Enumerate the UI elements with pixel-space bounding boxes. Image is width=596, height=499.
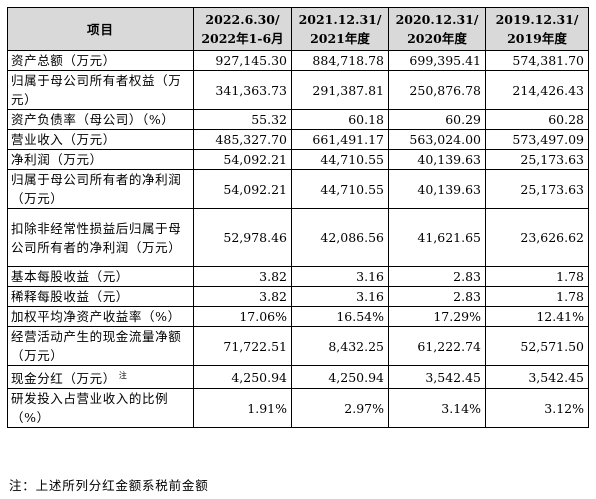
cell-value: 563,024.00 — [388, 129, 486, 150]
cell-value: 1.78 — [485, 266, 589, 287]
cell-value: 25,173.63 — [485, 169, 589, 209]
cell-value: 25,173.63 — [485, 149, 589, 170]
cell-value: 40,139.63 — [388, 169, 486, 209]
cell-value: 884,718.78 — [291, 50, 389, 71]
table-row: 资产总额（万元） 927,145.30 884,718.78 699,395.4… — [7, 50, 589, 71]
cell-value: 60.29 — [388, 109, 486, 130]
row-label: 营业收入（万元） — [7, 129, 194, 150]
cell-value: 2.97% — [291, 388, 389, 429]
cell-value: 60.18 — [291, 109, 389, 130]
row-label: 净利润（万元） — [7, 149, 194, 170]
financial-data-table: 项目 2022.6.30/2022年1-6月 2021.12.31/2021年度… — [7, 7, 589, 429]
header-period: 2020.12.31/2020年度 — [388, 7, 486, 51]
cell-value: 52,978.46 — [193, 208, 292, 267]
table-footnote: 注：上述所列分红金额系税前金额 — [9, 478, 209, 493]
table-row: 扣除非经常性损益后归属于母公司所有者的净利润（万元） 52,978.46 42,… — [7, 208, 589, 267]
cell-value: 61,222.74 — [388, 326, 486, 366]
cell-value: 927,145.30 — [193, 50, 292, 71]
cell-value: 23,626.62 — [485, 208, 589, 267]
cell-value: 41,621.65 — [388, 208, 486, 267]
table-row: 基本每股收益（元） 3.82 3.16 2.83 1.78 — [7, 266, 589, 287]
cell-value: 3.12% — [485, 388, 589, 429]
cell-value: 1.91% — [193, 388, 292, 429]
cell-value: 42,086.56 — [291, 208, 389, 267]
row-label: 资产总额（万元） — [7, 50, 194, 71]
cell-value: 40,139.63 — [388, 149, 486, 170]
table-row: 现金分红（万元）注 4,250.94 4,250.94 3,542.45 3,5… — [7, 364, 589, 390]
cell-value: 291,387.81 — [291, 70, 389, 110]
table-row: 加权平均净资产收益率（%） 17.06% 16.54% 17.29% 12.41… — [7, 306, 589, 327]
cell-value: 2.83 — [388, 266, 486, 287]
table-row: 归属于母公司所有者权益（万元） 341,363.73 291,387.81 25… — [7, 70, 589, 110]
cell-value: 44,710.55 — [291, 149, 389, 170]
table-row: 研发投入占营业收入的比例（%） 1.91% 2.97% 3.14% 3.12% — [7, 388, 589, 429]
header-period: 2021.12.31/2021年度 — [291, 7, 389, 51]
cell-value: 250,876.78 — [388, 70, 486, 110]
table-row: 资产负债率（母公司）（%） 55.32 60.18 60.29 60.28 — [7, 109, 589, 130]
row-label: 研发投入占营业收入的比例（%） — [7, 388, 194, 429]
cell-value: 699,395.41 — [388, 50, 486, 71]
cell-value: 1.78 — [485, 286, 589, 307]
table-row: 营业收入（万元） 485,327.70 661,491.17 563,024.0… — [7, 129, 589, 150]
table-row: 稀释每股收益（元） 3.82 3.16 2.83 1.78 — [7, 286, 589, 307]
table-row: 净利润（万元） 54,092.21 44,710.55 40,139.63 25… — [7, 149, 589, 170]
cell-value: 341,363.73 — [193, 70, 292, 110]
row-label-text: 现金分红（万元） — [11, 371, 116, 387]
row-label: 归属于母公司所有者的净利润（万元） — [7, 169, 194, 209]
cell-value: 3.16 — [291, 266, 389, 287]
cell-value: 16.54% — [291, 306, 389, 327]
cell-value: 485,327.70 — [193, 129, 292, 150]
cell-value: 3,542.45 — [388, 364, 486, 390]
cell-value: 8,432.25 — [291, 326, 389, 366]
cell-value: 4,250.94 — [193, 364, 292, 390]
table-header-row: 项目 2022.6.30/2022年1-6月 2021.12.31/2021年度… — [7, 7, 589, 51]
cell-value: 60.28 — [485, 109, 589, 130]
row-label: 现金分红（万元）注 — [7, 364, 194, 390]
cell-value: 661,491.17 — [291, 129, 389, 150]
cell-value: 214,426.43 — [485, 70, 589, 110]
cell-value: 573,497.09 — [485, 129, 589, 150]
cell-value: 54,092.21 — [193, 149, 292, 170]
table-row: 经营活动产生的现金流量净额（万元） 71,722.51 8,432.25 61,… — [7, 326, 589, 366]
cell-value: 54,092.21 — [193, 169, 292, 209]
cell-value: 3,542.45 — [485, 364, 589, 390]
cell-value: 71,722.51 — [193, 326, 292, 366]
cell-value: 3.82 — [193, 286, 292, 307]
header-item: 项目 — [7, 7, 194, 51]
cell-value: 3.16 — [291, 286, 389, 307]
table-row: 归属于母公司所有者的净利润（万元） 54,092.21 44,710.55 40… — [7, 169, 589, 209]
row-label: 扣除非经常性损益后归属于母公司所有者的净利润（万元） — [7, 208, 194, 267]
cell-value: 55.32 — [193, 109, 292, 130]
cell-value: 4,250.94 — [291, 364, 389, 390]
header-period: 2019.12.31/2019年度 — [485, 7, 589, 51]
footnote-marker: 注 — [118, 371, 128, 380]
row-label: 基本每股收益（元） — [7, 266, 194, 287]
row-label: 经营活动产生的现金流量净额（万元） — [7, 326, 194, 366]
row-label: 归属于母公司所有者权益（万元） — [7, 70, 194, 110]
row-label: 资产负债率（母公司）（%） — [7, 109, 194, 130]
header-period: 2022.6.30/2022年1-6月 — [193, 7, 292, 51]
cell-value: 2.83 — [388, 286, 486, 307]
cell-value: 52,571.50 — [485, 326, 589, 366]
cell-value: 44,710.55 — [291, 169, 389, 209]
row-label: 加权平均净资产收益率（%） — [7, 306, 194, 327]
cell-value: 3.82 — [193, 266, 292, 287]
row-label: 稀释每股收益（元） — [7, 286, 194, 307]
cell-value: 3.14% — [388, 388, 486, 429]
cell-value: 17.29% — [388, 306, 486, 327]
cell-value: 12.41% — [485, 306, 589, 327]
cell-value: 17.06% — [193, 306, 292, 327]
cell-value: 574,381.70 — [485, 50, 589, 71]
